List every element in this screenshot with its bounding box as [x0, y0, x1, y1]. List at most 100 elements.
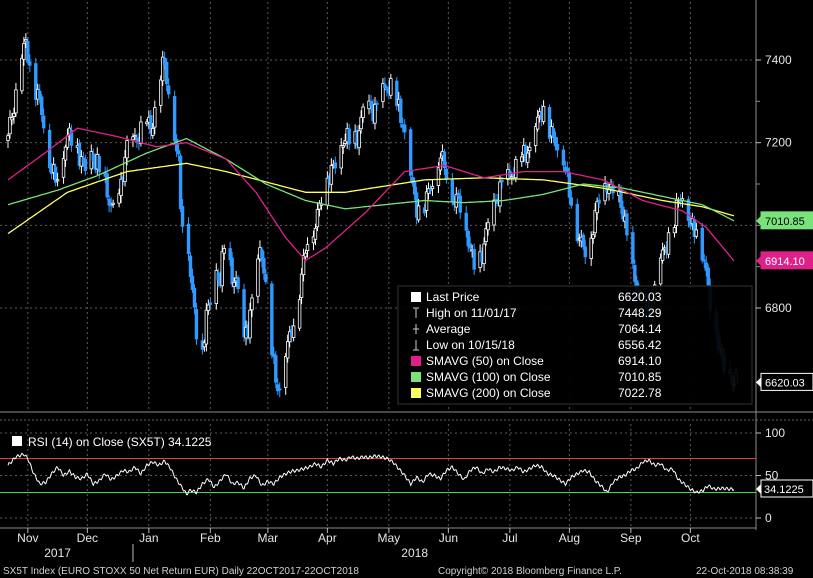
- candle-body: [520, 156, 524, 163]
- candle-body: [159, 79, 163, 106]
- candle-body: [528, 146, 532, 152]
- candle-body: [222, 248, 226, 254]
- rsi-value-tag-pointer: [756, 483, 761, 494]
- candle-body: [567, 172, 572, 198]
- candle-body: [216, 272, 220, 281]
- candle-body: [24, 38, 28, 42]
- candle-body: [526, 152, 530, 163]
- candle-body: [412, 182, 417, 195]
- candle-body: [270, 283, 274, 356]
- legend-swatch: [411, 292, 421, 302]
- candle-body: [486, 222, 490, 231]
- candle-body: [631, 232, 635, 264]
- candle-body: [450, 179, 455, 203]
- candle-body: [248, 309, 252, 339]
- x-month-label: Apr: [318, 531, 337, 545]
- candle-body: [551, 128, 556, 139]
- candle-body: [97, 156, 101, 173]
- candle-body: [109, 204, 113, 207]
- candle-body: [375, 102, 379, 105]
- candle-body: [581, 234, 585, 247]
- candle-body: [454, 194, 459, 208]
- legend-label: SMAVG (50) on Close: [426, 354, 544, 368]
- candle-body: [256, 258, 260, 297]
- candle-body: [359, 116, 363, 130]
- candle-body: [20, 57, 24, 92]
- candle-body: [666, 232, 671, 255]
- x-month-label: Jun: [439, 531, 458, 545]
- candle-body: [145, 121, 149, 125]
- candle-body: [278, 388, 282, 391]
- legend-value: 6620.03: [618, 290, 662, 304]
- candle-body: [163, 57, 167, 66]
- candle-body: [220, 251, 224, 287]
- candle-body: [164, 61, 169, 85]
- candle-body: [26, 41, 30, 63]
- candle-body: [706, 267, 710, 286]
- price-value-tag-text: 6620.03: [765, 377, 805, 389]
- candle-body: [482, 243, 486, 264]
- candle-body: [61, 157, 66, 178]
- candle-body: [119, 178, 123, 196]
- rsi-y-tick-label: 0: [765, 511, 772, 525]
- rsi-legend-label: RSI (14) on Close (SX5T) 34.1225: [28, 435, 212, 449]
- candle-body: [174, 138, 179, 152]
- candle-body: [166, 85, 171, 95]
- candle-body: [333, 162, 338, 169]
- candle-body: [34, 63, 38, 100]
- candle-body: [533, 126, 538, 146]
- candle-body: [686, 199, 691, 221]
- candle-body: [262, 257, 266, 274]
- candle-body: [111, 202, 115, 205]
- rsi-legend-swatch: [12, 436, 22, 446]
- candle-body: [69, 130, 74, 146]
- candle-body: [403, 124, 407, 133]
- candle-body: [12, 113, 16, 117]
- candle-body: [14, 89, 18, 114]
- candle-body: [230, 257, 234, 285]
- x-month-label: Oct: [681, 531, 700, 545]
- candle-body: [42, 115, 46, 129]
- candle-body: [153, 107, 157, 128]
- candle-body: [389, 78, 393, 96]
- candle-body: [700, 227, 704, 261]
- candle-body: [53, 166, 58, 183]
- legend-value: 6914.10: [618, 354, 662, 368]
- candle-body: [704, 262, 708, 271]
- candle-body: [8, 116, 12, 135]
- legend-label: SMAVG (100) on Close: [426, 370, 551, 384]
- candle-body: [329, 165, 334, 185]
- x-month-label: Sep: [620, 531, 642, 545]
- candle-body: [38, 90, 42, 100]
- footer-left: SX5T Index (EURO STOXX 50 Net Return EUR…: [3, 566, 359, 577]
- candle-body: [658, 257, 663, 285]
- candle-body: [583, 246, 587, 258]
- candle-body: [458, 195, 462, 213]
- sma50-line: [7, 127, 735, 262]
- candle-body: [180, 206, 185, 227]
- candle-body: [202, 342, 207, 348]
- candle-body: [442, 151, 447, 169]
- candle-body: [694, 229, 699, 237]
- candle-body: [575, 204, 580, 242]
- candle-body: [117, 193, 121, 204]
- x-month-label: Mar: [258, 531, 279, 545]
- candle-body: [593, 209, 597, 234]
- candle-body: [444, 168, 449, 180]
- candle-body: [428, 188, 433, 192]
- candle-body: [591, 234, 595, 239]
- candle-body: [660, 249, 665, 261]
- candle-body: [206, 304, 211, 311]
- candle-body: [674, 199, 679, 227]
- footer-background: [0, 563, 813, 578]
- candle-body: [192, 287, 197, 308]
- candle-body: [414, 192, 419, 218]
- candle-body: [139, 121, 143, 144]
- candle-body: [361, 106, 365, 118]
- x-year-label: 2017: [44, 546, 71, 560]
- candle-body: [161, 56, 165, 82]
- footer-copyright: Copyright© 2018 Bloomberg Finance L.P.: [438, 566, 622, 577]
- sma200-line: [7, 162, 735, 235]
- legend-swatch: [411, 356, 421, 366]
